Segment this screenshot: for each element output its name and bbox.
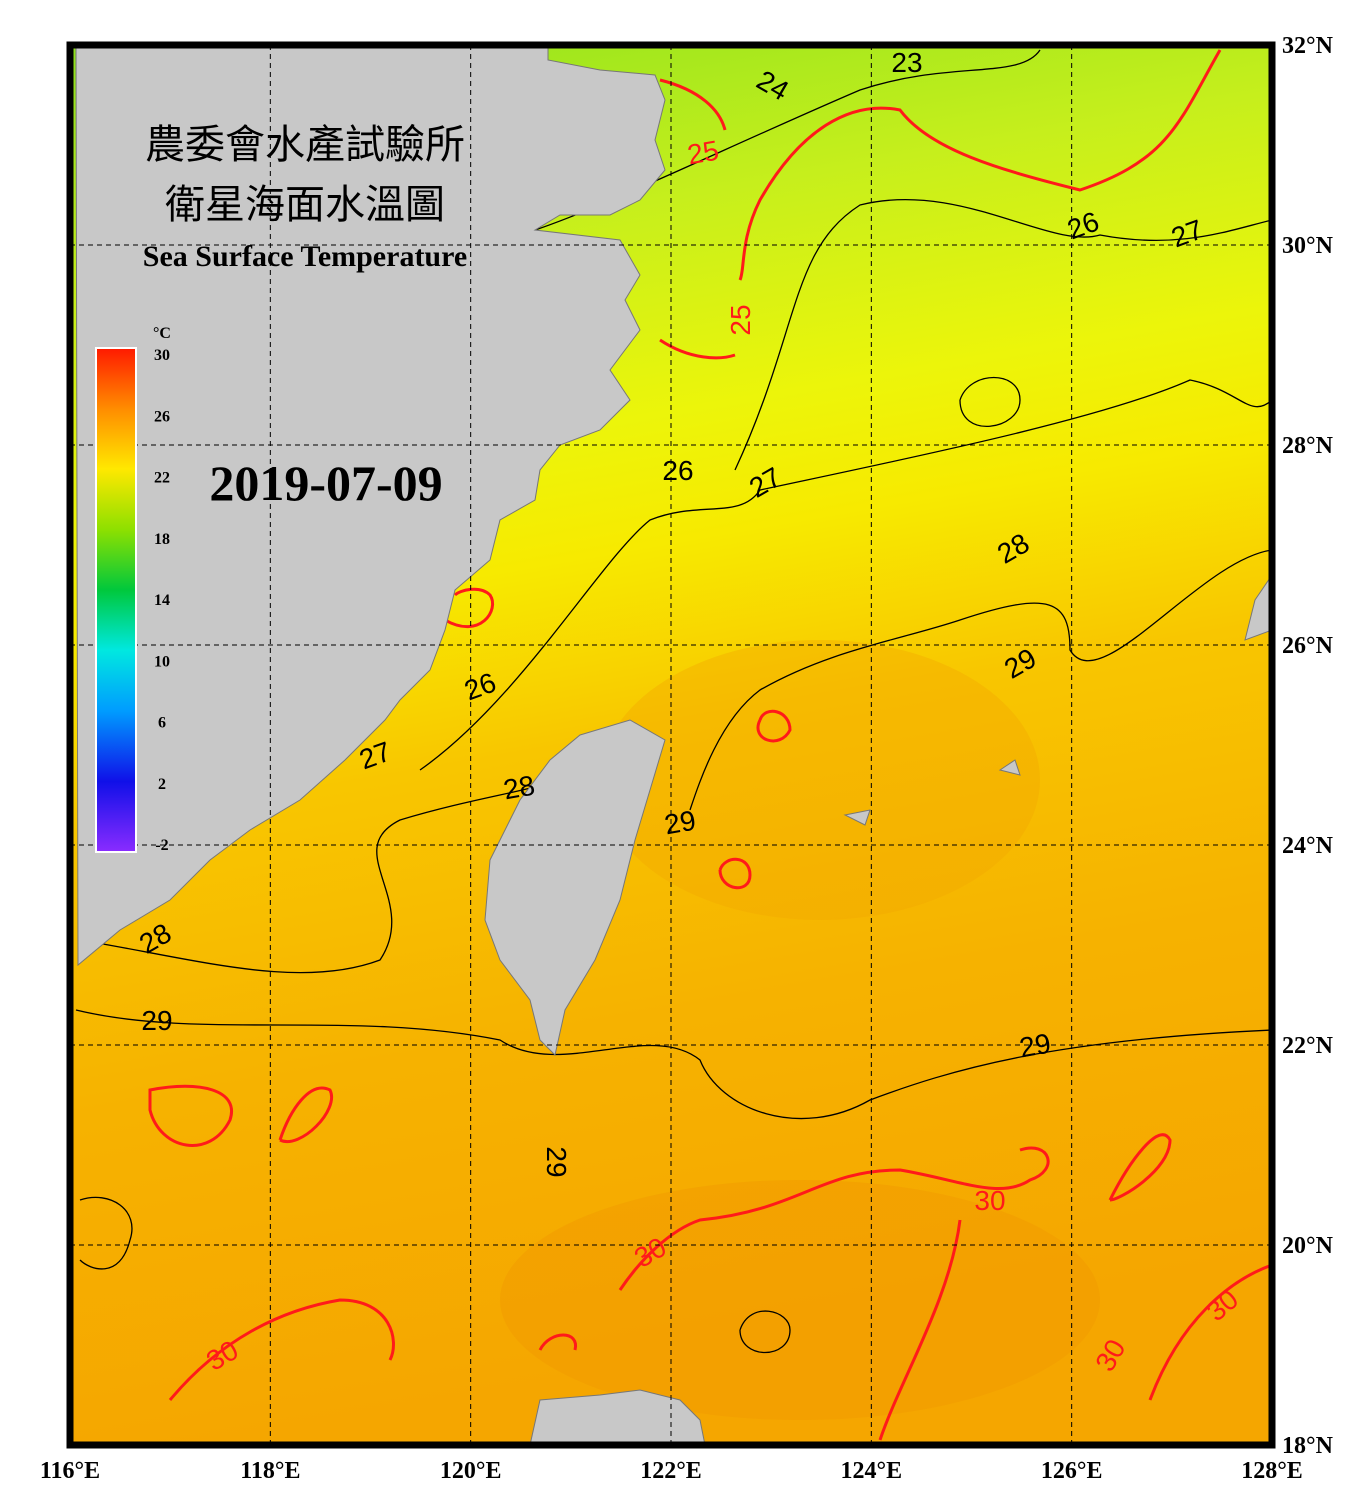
contour-label: 23: [891, 47, 922, 78]
warm-patch: [500, 1180, 1100, 1420]
date: 2019-07-09: [209, 455, 442, 511]
colorbar-tick-label: -2: [155, 837, 168, 854]
lat-label: 22°N: [1282, 1033, 1334, 1059]
contour-label: 29: [662, 805, 698, 841]
luzon: [529, 1389, 706, 1445]
lat-label: 20°N: [1282, 1233, 1334, 1259]
lat-label: 30°N: [1282, 233, 1334, 259]
contour-label: 29: [541, 1146, 572, 1177]
title-en: Sea Surface Temperature: [143, 240, 467, 273]
contour-label: 28: [501, 770, 537, 806]
contour-label: 26: [662, 455, 693, 486]
contour-label: 30: [974, 1185, 1005, 1216]
colorbar-tick-label: 6: [158, 715, 166, 732]
lat-label: 28°N: [1282, 433, 1334, 459]
subtitle-zh: 衛星海面水溫圖: [165, 182, 445, 228]
contour-label: 29: [1017, 1028, 1053, 1064]
lon-label: 126°E: [1041, 1458, 1103, 1484]
colorbar-tick-label: 26: [154, 408, 170, 425]
colorbar-ticks: 30 26 22 18 14 10 6 2 -2: [154, 347, 170, 854]
contours-red: [148, 49, 1272, 1441]
colorbar-tick-label: 2: [158, 776, 166, 793]
colorbar-tick-label: 10: [154, 653, 170, 670]
warm-patch: [600, 640, 1040, 920]
colorbar-tick-label: 14: [154, 592, 170, 609]
map-frame: [66, 41, 1276, 1449]
island: [843, 809, 871, 826]
contour-label: 29: [141, 1005, 172, 1036]
colorbar-tick-label: 18: [154, 531, 170, 548]
lat-label: 32°N: [1282, 33, 1334, 59]
lon-label: 124°E: [841, 1458, 903, 1484]
contour-label: 25: [685, 135, 721, 171]
taiwan: [484, 719, 666, 1056]
contours: [75, 49, 1272, 1353]
graticule: [70, 45, 1272, 1445]
china-coast: [75, 45, 666, 967]
land: [75, 45, 1272, 1445]
title-zh: 農委會水產試驗所: [145, 122, 465, 168]
lon-label: 128°E: [1241, 1458, 1303, 1484]
lat-label: 24°N: [1282, 833, 1334, 859]
colorbar: [95, 347, 137, 853]
colorbar-tick-label: 30: [154, 347, 170, 364]
colorbar-unit: °C: [153, 325, 171, 342]
axis-labels: 116°E 118°E 120°E 122°E 124°E 126°E 128°E18°N 2…: [40, 33, 1334, 1484]
contour-label: 25: [725, 304, 756, 335]
lon-label: 120°E: [440, 1458, 502, 1484]
lon-label: 122°E: [640, 1458, 702, 1484]
lat-label: 26°N: [1282, 633, 1334, 659]
colorbar-tick-label: 22: [154, 470, 170, 487]
lon-label: 116°E: [40, 1458, 100, 1484]
island: [1244, 574, 1272, 641]
lon-label: 118°E: [240, 1458, 300, 1484]
island: [998, 759, 1021, 776]
lat-label: 18°N: [1282, 1433, 1334, 1459]
